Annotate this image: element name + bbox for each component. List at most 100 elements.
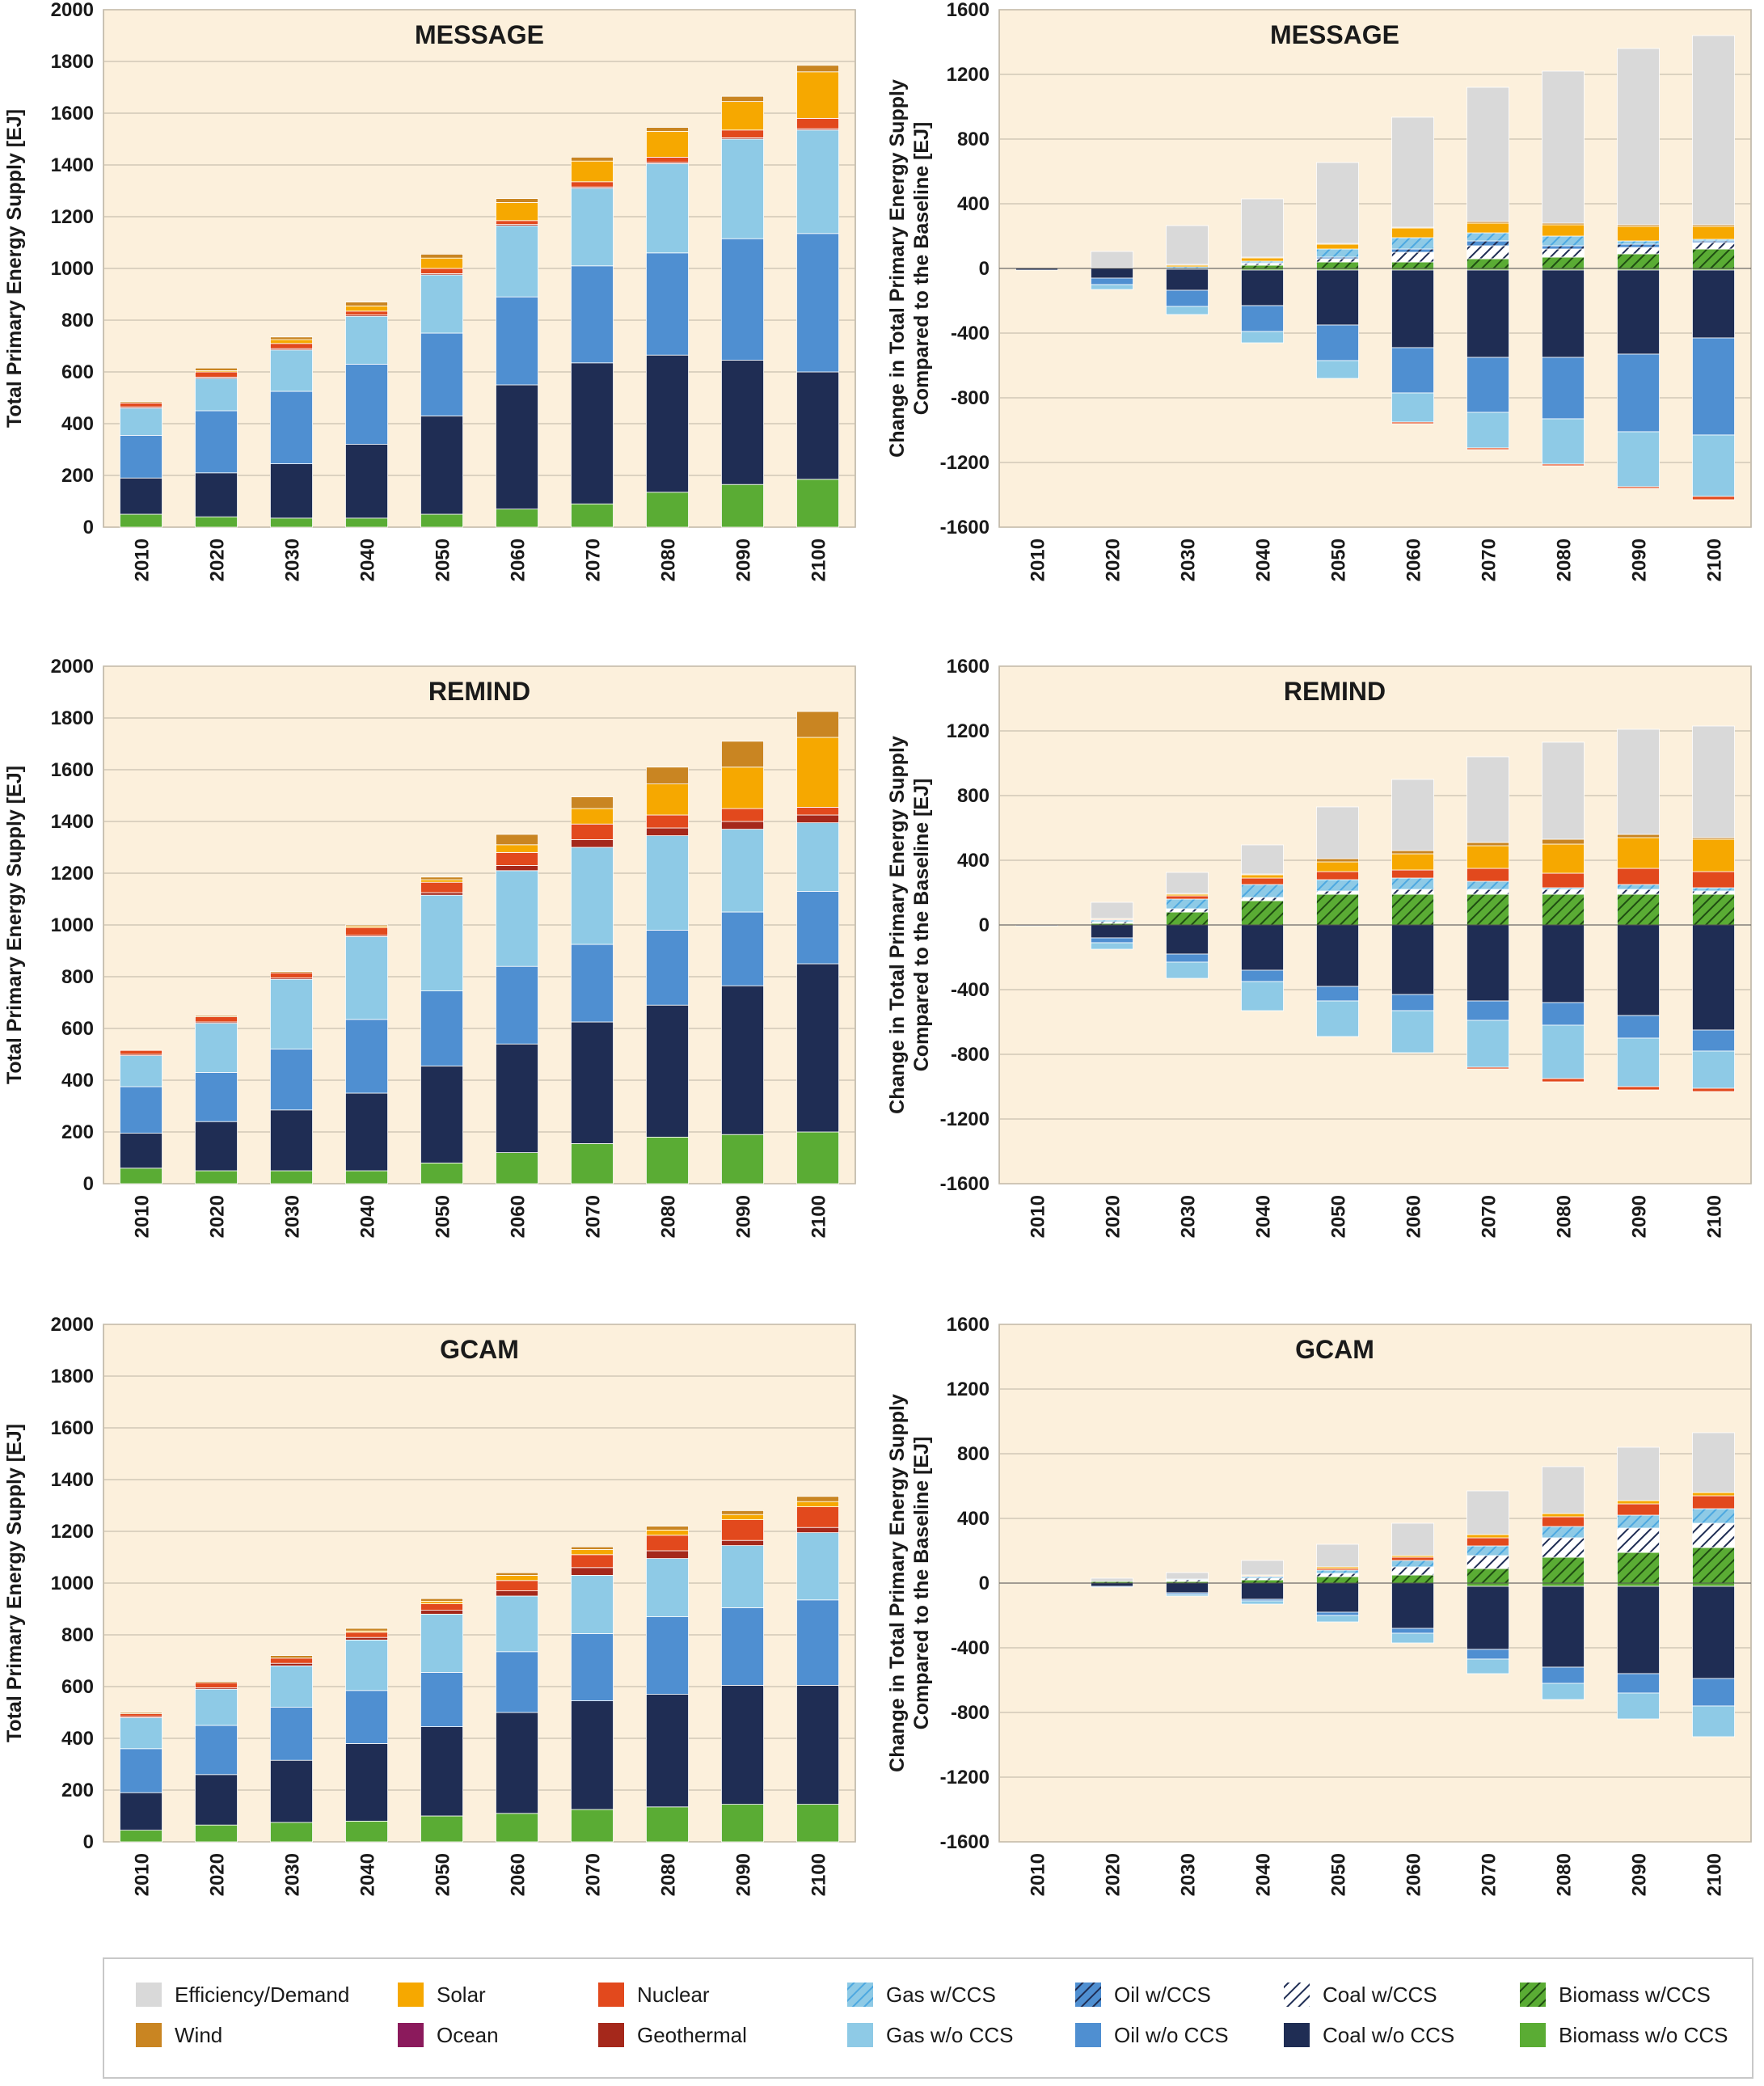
- y-tick-label: 1200: [51, 206, 94, 228]
- bar-segment-nuclear-2060: [496, 852, 538, 866]
- legend-label-geothermal: Geothermal: [637, 2023, 747, 2047]
- bar-segment-biomass-w-o-ccs-2020: [195, 1170, 238, 1184]
- bar-segment-oil-w-o-ccs-2040: [345, 1019, 388, 1094]
- bar-segment-wind-2050: [420, 876, 463, 880]
- y-tick-label: 1600: [947, 656, 990, 678]
- x-tick-label: 2100: [1704, 538, 1726, 581]
- bar-segment-nuclear-2080: [1542, 1516, 1585, 1527]
- bar-segment-gas-w-o-ccs-2080: [646, 835, 689, 931]
- bar-segment-coal-w-ccs-2100: [1692, 242, 1735, 250]
- bar-segment-coal-w-o-ccs-2080: [646, 1004, 689, 1138]
- bar-segment-nuclear-2070: [1466, 1537, 1509, 1547]
- bar-segment-gas-w-o-ccs-2070: [1466, 1658, 1509, 1674]
- y-tick-label: 1600: [51, 1417, 94, 1439]
- bar-segment-biomass-w-o-ccs-2010: [120, 1830, 162, 1843]
- y-tick-label: 400: [957, 1508, 990, 1530]
- bar-segment-gas-w-o-ccs-2040: [345, 936, 388, 1020]
- y-tick-label: -1600: [940, 517, 990, 538]
- bar-segment-oil-w-o-ccs-2100: [796, 1599, 839, 1686]
- panel-remind-change: -1600 -1200 -800 -400 0 400 800 1200 1600 REMIND C…: [886, 656, 1752, 1238]
- bar-segment-efficiency-demand-2100: [1692, 35, 1735, 226]
- y-tick-label: 1200: [947, 720, 990, 742]
- y-tick-label: 1800: [51, 51, 94, 73]
- bar-segment-efficiency-demand-2070: [1466, 756, 1509, 843]
- bar-segment-oil-w-o-ccs-2080: [646, 1616, 689, 1695]
- bar-segment-coal-w-o-ccs-2100: [1692, 269, 1735, 339]
- bar-segment-gas-w-o-ccs-2100: [796, 1532, 839, 1601]
- y-axis-label-line1: Change in Total Primary Energy Supply: [886, 736, 909, 1114]
- bar-segment-nuclear-neg-2090: [1617, 1086, 1660, 1091]
- x-tick-label: 2050: [1328, 1853, 1350, 1896]
- x-tick-label: 2030: [1178, 1195, 1200, 1238]
- bar-segment-solar-2030: [270, 339, 313, 344]
- bar-segment-oil-w-ccs-2070: [1466, 240, 1509, 247]
- bar-segment-gas-w-ccs-2090: [1617, 240, 1660, 245]
- bar-segment-gas-w-o-ccs-2100: [1692, 1705, 1735, 1738]
- x-tick-label: 2040: [1253, 1853, 1275, 1896]
- bar-segment-wind-2070: [571, 796, 614, 809]
- x-tick-label: 2080: [1554, 538, 1576, 581]
- x-tick-label: 2060: [1403, 538, 1425, 581]
- bar-segment-biomass-w-ccs-2070: [1466, 258, 1509, 269]
- bar-segment-solar-2100: [1692, 1492, 1735, 1497]
- legend-swatch-coal-w-o-ccs: [1284, 2023, 1310, 2047]
- bar-segment-solar-2060: [496, 201, 538, 222]
- bar-segment-biomass-w-ccs-2090: [1617, 1552, 1660, 1584]
- bar-segment-coal-w-ccs-2080: [1542, 1537, 1585, 1558]
- bar-segment-gas-w-o-ccs-2080: [1542, 1024, 1585, 1079]
- bar-segment-wind-2100: [796, 65, 839, 73]
- bar-segment-geothermal-2080: [646, 1550, 689, 1559]
- y-tick-label: 1200: [51, 863, 94, 885]
- bar-segment-nuclear-2090: [721, 808, 764, 822]
- bar-segment-gas-w-ccs-2080: [1542, 235, 1585, 247]
- bar-segment-coal-w-ccs-2100: [1692, 1522, 1735, 1548]
- bar-segment-solar-2060: [1391, 227, 1434, 239]
- bar-segment-gas-w-ccs-2100: [1692, 887, 1735, 892]
- bar-segment-coal-w-ccs-2050: [1316, 890, 1359, 895]
- bar-segment-wind-2070: [1466, 842, 1509, 847]
- bar-segment-solar-2090: [1617, 837, 1660, 869]
- y-tick-label: 2000: [51, 0, 94, 21]
- bar-segment-oil-w-o-ccs-2080: [646, 930, 689, 1006]
- bar-segment-solar-2090: [721, 766, 764, 809]
- bar-segment-oil-w-o-ccs-2020: [195, 410, 238, 474]
- x-tick-label: 2020: [1103, 538, 1125, 581]
- bar-segment-oil-w-o-ccs-2090: [1617, 1015, 1660, 1039]
- bar-segment-oil-w-o-ccs-2040: [345, 1690, 388, 1744]
- bar-segment-nuclear-2100: [796, 807, 839, 816]
- bar-segment-gas-w-o-ccs-2070: [571, 847, 614, 945]
- bar-segment-wind-2080: [646, 127, 689, 132]
- bar-segment-coal-w-ccs-2090: [1617, 889, 1660, 895]
- y-tick-label: 600: [61, 361, 94, 383]
- bar-segment-wind-2100: [796, 1496, 839, 1502]
- bar-segment-gas-w-o-ccs-2070: [571, 188, 614, 267]
- x-tick-label: 2100: [1704, 1195, 1726, 1238]
- bar-segment-efficiency-demand-2020: [1091, 1577, 1133, 1582]
- bar-segment-geothermal-2100: [796, 1526, 839, 1533]
- bar-segment-solar-2050: [420, 879, 463, 883]
- bar-segment-coal-w-o-ccs-2050: [1316, 924, 1359, 987]
- bar-segment-coal-w-o-ccs-2040: [345, 444, 388, 519]
- bar-segment-solar-2080: [1542, 224, 1585, 237]
- bar-segment-wind-2080: [646, 766, 689, 784]
- bar-segment-coal-w-ccs-2080: [1542, 248, 1585, 258]
- bar-segment-nuclear-2090: [1617, 1503, 1660, 1516]
- bar-segment-gas-w-o-ccs-2040: [345, 1640, 388, 1691]
- bar-segment-coal-w-o-ccs-2020: [1091, 268, 1133, 279]
- legend-label-gas-w-ccs: Gas w/CCS: [886, 1983, 996, 2007]
- x-tick-label: 2090: [733, 1853, 755, 1896]
- bar-segment-coal-w-ccs-2070: [1466, 889, 1509, 895]
- bar-segment-coal-w-o-ccs-2020: [195, 1774, 238, 1826]
- bar-segment-oil-w-o-ccs-2050: [420, 1671, 463, 1727]
- x-tick-label: 2050: [1328, 1195, 1350, 1238]
- bar-segment-gas-w-ccs-2060: [1391, 237, 1434, 250]
- bar-segment-solar-2080: [646, 1530, 689, 1536]
- bar-segment-biomass-w-o-ccs-2080: [646, 1137, 689, 1184]
- bar-segment-wind-2070: [571, 156, 614, 162]
- bar-segment-nuclear-2060: [1391, 1556, 1434, 1561]
- bar-segment-wind-2090: [721, 741, 764, 768]
- bar-segment-coal-w-ccs-2060: [1391, 889, 1434, 895]
- bar-segment-efficiency-demand-2050: [1316, 162, 1359, 244]
- bar-segment-efficiency-demand-2020: [1091, 251, 1133, 268]
